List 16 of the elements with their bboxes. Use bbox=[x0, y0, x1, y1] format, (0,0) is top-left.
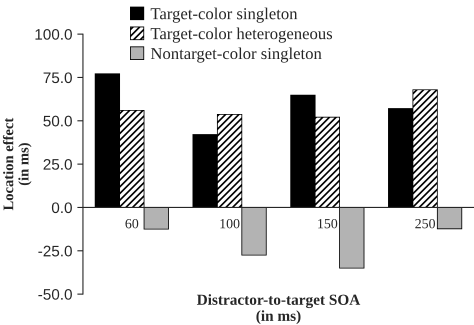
x-axis-title: Distractor-to-target SOA (in ms) bbox=[196, 294, 360, 324]
x-tick-label: 250 bbox=[415, 218, 436, 228]
legend-label: Target-color singleton bbox=[150, 8, 298, 23]
y-tick-label: 50.0 bbox=[43, 116, 72, 126]
x-tick-label: 100 bbox=[220, 218, 240, 228]
y-tick-label: -25.0 bbox=[38, 246, 72, 256]
y-axis-title: Location effect (in ms) bbox=[2, 118, 32, 210]
legend-label: Target-color heterogeneous bbox=[150, 28, 332, 43]
x-tick-label: 60 bbox=[125, 218, 138, 228]
x-tick-label: 150 bbox=[318, 218, 338, 228]
y-tick-label: 25.0 bbox=[44, 158, 72, 170]
y-tick-label: 0.0 bbox=[52, 202, 72, 214]
y-tick-label: 100.0 bbox=[35, 28, 72, 40]
legend-label: Nontarget-color singleton bbox=[150, 47, 322, 63]
y-tick-label: 75.0 bbox=[44, 72, 72, 84]
y-tick-label: -50.0 bbox=[38, 288, 72, 300]
